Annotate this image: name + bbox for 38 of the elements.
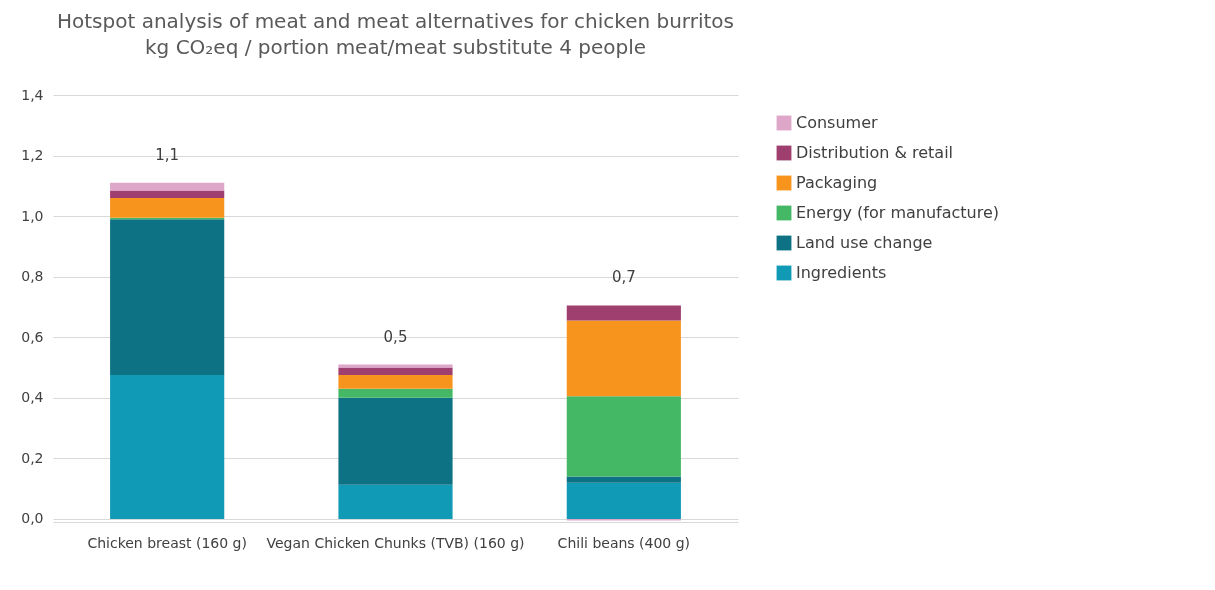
y-tick-label: 1,2 <box>21 147 44 164</box>
bar <box>338 388 453 398</box>
chart-title: Hotspot analysis of meat and meat alternatives for chicken burritos <box>57 9 734 33</box>
x-tick-label: Chili beans (400 g) <box>557 534 691 551</box>
bar <box>110 375 225 519</box>
total-label: 1,1 <box>155 145 180 164</box>
bar <box>338 484 453 519</box>
bar <box>566 305 681 321</box>
legend-label: Packaging <box>796 173 878 192</box>
bar <box>338 397 453 485</box>
y-tick-label: 0,6 <box>21 328 44 345</box>
bar <box>566 320 681 397</box>
y-tick-label: 0,8 <box>21 268 44 285</box>
legend-label: Consumer <box>796 113 879 132</box>
bar <box>338 375 453 389</box>
legend-label: Distribution & retail <box>796 143 954 162</box>
bar <box>338 364 453 368</box>
y-tick-label: 0,0 <box>21 510 44 527</box>
legend-label: Energy (for manufacture) <box>796 203 1000 222</box>
legend-label: Land use change <box>796 233 933 252</box>
y-tick-label: 0,2 <box>21 449 44 466</box>
y-tick-label: 1,0 <box>21 207 44 224</box>
bar <box>110 190 225 198</box>
y-tick-label: 1,4 <box>21 86 44 103</box>
x-tick-label: Vegan Chicken Chunks (TVB) (160 g) <box>266 534 525 551</box>
x-tick-label: Chicken breast (160 g) <box>87 534 247 551</box>
legend-label: Ingredients <box>796 263 887 282</box>
chart-subtitle: kg CO₂eq / portion meat/meat substitute 4 people <box>144 35 647 59</box>
bar <box>566 396 681 477</box>
bar <box>110 197 225 218</box>
bar <box>110 219 225 376</box>
bar <box>338 367 453 376</box>
total-label: 0,7 <box>611 268 636 287</box>
y-tick-label: 0,4 <box>21 389 44 406</box>
total-label: 0,5 <box>383 327 408 346</box>
bar <box>566 482 681 519</box>
bar <box>110 182 225 191</box>
bar <box>566 476 681 483</box>
